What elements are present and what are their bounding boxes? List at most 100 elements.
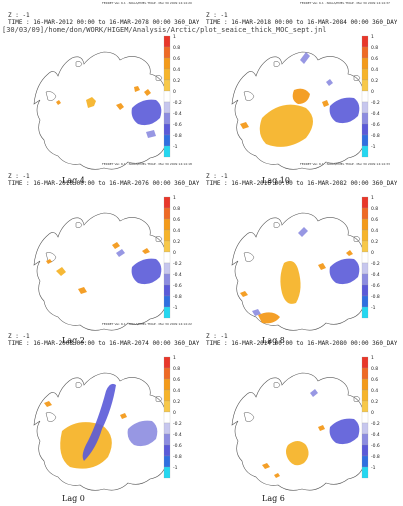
positive-correlation-region bbox=[262, 463, 270, 469]
positive-correlation-region bbox=[240, 291, 248, 297]
colorbar-tick-label: 0 bbox=[173, 89, 176, 95]
negative-correlation-region bbox=[82, 383, 116, 461]
colorbar-segment bbox=[163, 101, 171, 114]
colorbar-tick-label: 0.4 bbox=[173, 228, 180, 234]
positive-correlation-region bbox=[134, 86, 140, 92]
negative-correlation-region bbox=[298, 227, 308, 237]
panel-z-label: Z : -1 bbox=[8, 333, 30, 340]
positive-correlation-region bbox=[44, 401, 52, 407]
negative-correlation-region bbox=[131, 258, 162, 285]
colorbar-tick-label: 0.6 bbox=[371, 377, 378, 383]
positive-correlation-region bbox=[144, 89, 151, 96]
positive-correlation-region bbox=[318, 263, 326, 270]
colorbar-segment bbox=[361, 466, 369, 479]
colorbar-segment bbox=[163, 240, 171, 253]
colorbar-segment bbox=[361, 273, 369, 286]
colorbar-tick-label: 0 bbox=[371, 89, 374, 95]
colorbar-segment bbox=[163, 145, 171, 158]
colorbar-segment bbox=[361, 112, 369, 125]
colorbar-tick-label: 0.2 bbox=[173, 399, 180, 405]
panel-z-label: Z : -1 bbox=[206, 173, 228, 180]
colorbar-segment bbox=[163, 295, 171, 308]
colorbar-tick-label: 1 bbox=[173, 355, 176, 361]
colorbar-segment bbox=[163, 378, 171, 391]
colorbar-segment bbox=[361, 90, 369, 103]
colorbar-segment bbox=[163, 306, 171, 319]
colorbar-segment bbox=[163, 284, 171, 297]
ferret-stamp: FERRET Ver. 6.1 · NOAA/PMEL TMAP · Mar 3… bbox=[300, 162, 390, 166]
colorbar-tick-label: 1 bbox=[371, 355, 374, 361]
colorbar-segment bbox=[361, 262, 369, 275]
colorbar-tick-label: -0.8 bbox=[371, 454, 380, 460]
coastline-islands bbox=[243, 222, 361, 262]
coastline-islands bbox=[45, 222, 163, 262]
colorbar-tick-label: 0.8 bbox=[173, 366, 180, 372]
colorbar-segment bbox=[361, 356, 369, 369]
colorbar-tick-label: -0.6 bbox=[173, 122, 182, 128]
colorbar-tick-label: 0.6 bbox=[173, 56, 180, 62]
ferret-stamp: FERRET Ver. 6.1 · NOAA/PMEL TMAP · Mar 3… bbox=[102, 1, 192, 5]
colorbar-segment bbox=[361, 79, 369, 92]
colorbar-tick-label: -0.8 bbox=[173, 294, 182, 300]
ferret-stamp: FERRET Ver. 6.1 · NOAA/PMEL TMAP · Mar 3… bbox=[102, 162, 192, 166]
colorbar-tick-label: 1 bbox=[173, 195, 176, 201]
polar-map-lag0: 1 0.8 0.6 0.4 0.2 0 -0.2 -0.4 -0.6 -0.8 -1 bbox=[33, 355, 182, 491]
positive-correlation-region bbox=[116, 103, 124, 110]
panel-time-label: TIME : 16-MAR-2014 00:00 to 16-MAR-2080 … bbox=[206, 340, 398, 347]
colorbar-segment bbox=[163, 229, 171, 242]
positive-correlation-region bbox=[56, 267, 66, 276]
colorbar-segment bbox=[361, 284, 369, 297]
panel-time-label: TIME : 16-MAR-2008 00:00 to 16-MAR-2074 … bbox=[8, 340, 200, 347]
colorbar-segment bbox=[361, 46, 369, 59]
positive-correlation-region bbox=[292, 88, 310, 104]
negative-correlation-region bbox=[252, 309, 261, 316]
colorbar-segment bbox=[361, 422, 369, 435]
colorbar-segment bbox=[361, 367, 369, 380]
colorbar-tick-label: 0.8 bbox=[173, 45, 180, 51]
colorbar-segment bbox=[361, 455, 369, 468]
coastline-islands bbox=[243, 61, 361, 101]
colorbar-segment bbox=[361, 207, 369, 220]
lag-label: Lag 4 bbox=[62, 176, 85, 185]
colorbar-tick-label: 0 bbox=[173, 410, 176, 416]
colorbar-tick-label: 0.8 bbox=[371, 45, 378, 51]
colorbar-tick-label: 0 bbox=[371, 250, 374, 256]
colorbar-tick-label: -0.8 bbox=[173, 454, 182, 460]
colorbar-tick-label: 0.8 bbox=[371, 366, 378, 372]
colorbar-segment bbox=[361, 389, 369, 402]
colorbar-segment bbox=[163, 273, 171, 286]
colorbar-tick-label: -0.8 bbox=[371, 294, 380, 300]
colorbar-tick-label: 0.8 bbox=[371, 206, 378, 212]
colorbar-tick-label: -1 bbox=[371, 144, 376, 150]
colorbar-tick-label: -0.6 bbox=[371, 122, 380, 128]
colorbar-segment bbox=[163, 444, 171, 457]
colorbar-segment bbox=[163, 196, 171, 209]
colorbar-segment bbox=[163, 262, 171, 275]
colorbar-tick-label: 0.2 bbox=[371, 239, 378, 245]
colorbar-tick-label: -0.8 bbox=[371, 133, 380, 139]
colorbar-segment bbox=[361, 411, 369, 424]
colorbar-tick-label: -0.8 bbox=[173, 133, 182, 139]
colorbar-segment bbox=[163, 57, 171, 70]
colorbar-tick-label: 0 bbox=[371, 410, 374, 416]
colorbar-segment bbox=[361, 123, 369, 136]
panel-z-label: Z : -1 bbox=[8, 12, 30, 19]
colorbar-segment bbox=[361, 400, 369, 413]
colorbar-tick-label: -0.2 bbox=[371, 421, 380, 427]
negative-correlation-region bbox=[310, 389, 318, 397]
colorbar-tick-label: 0.4 bbox=[173, 388, 180, 394]
colorbar-tick-label: 1 bbox=[173, 34, 176, 40]
colorbar-segment bbox=[163, 356, 171, 369]
colorbar-tick-label: -0.2 bbox=[371, 261, 380, 267]
ferret-stamp: FERRET Ver. 6.1 · NOAA/PMEL TMAP · Mar 3… bbox=[300, 1, 390, 5]
colorbar-segment bbox=[163, 35, 171, 48]
lag-label: Lag 2 bbox=[62, 336, 85, 345]
colorbar-tick-label: 0.2 bbox=[371, 78, 378, 84]
positive-correlation-region bbox=[322, 100, 329, 107]
panel-z-label: Z : -1 bbox=[206, 12, 228, 19]
colorbar-segment bbox=[361, 306, 369, 319]
positive-correlation-region bbox=[280, 261, 301, 304]
colorbar-tick-label: -1 bbox=[173, 144, 178, 150]
colorbar-tick-label: -0.2 bbox=[173, 100, 182, 106]
colorbar-segment bbox=[361, 444, 369, 457]
